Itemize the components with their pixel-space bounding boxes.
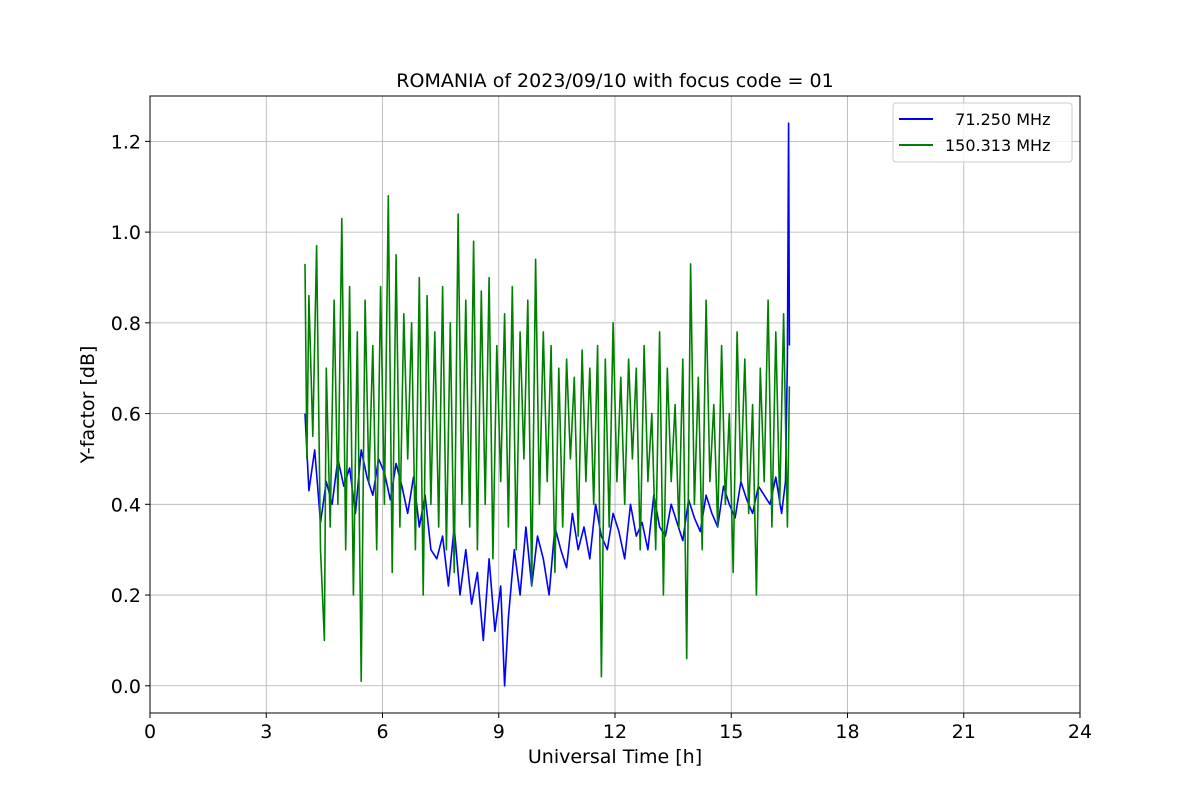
ticks-layer: 0 3 6 9 12 15 18 21 24 0.0 0.2 0.4 0.6 0.8 1.0 1.2 (111, 131, 1092, 743)
x-axis-label: Universal Time [h] (528, 746, 702, 768)
y-tick-label: 0.2 (111, 585, 141, 607)
x-tick-label: 21 (952, 721, 976, 743)
x-tick-label: 9 (493, 721, 505, 743)
y-tick-label: 1.2 (111, 131, 141, 153)
x-tick-label: 15 (719, 721, 743, 743)
x-tick-label: 3 (260, 721, 272, 743)
x-tick-label: 0 (144, 721, 156, 743)
y-tick-label: 0.6 (111, 404, 141, 426)
x-tick-label: 6 (376, 721, 388, 743)
legend-label-150mhz: 150.313 MHz (945, 136, 1050, 155)
y-axis-label: Y-factor [dB] (77, 346, 99, 465)
y-tick-label: 0.4 (111, 494, 141, 516)
legend-label-71mhz: 71.250 MHz (945, 110, 1050, 129)
y-tick-label: 0.0 (111, 676, 141, 698)
series-line-150mhz (304, 195, 791, 683)
y-tick-label: 1.0 (111, 222, 141, 244)
legend: 71.250 MHz 150.313 MHz (892, 102, 1073, 163)
x-tick-label: 18 (835, 721, 859, 743)
legend-box (892, 102, 1073, 163)
x-tick-label: 24 (1068, 721, 1092, 743)
series-line-71mhz (304, 122, 791, 687)
series-layer (304, 122, 791, 687)
x-tick-label: 12 (603, 721, 627, 743)
y-tick-label: 0.8 (111, 313, 141, 335)
chart-title: ROMANIA of 2023/09/10 with focus code = … (396, 70, 833, 92)
